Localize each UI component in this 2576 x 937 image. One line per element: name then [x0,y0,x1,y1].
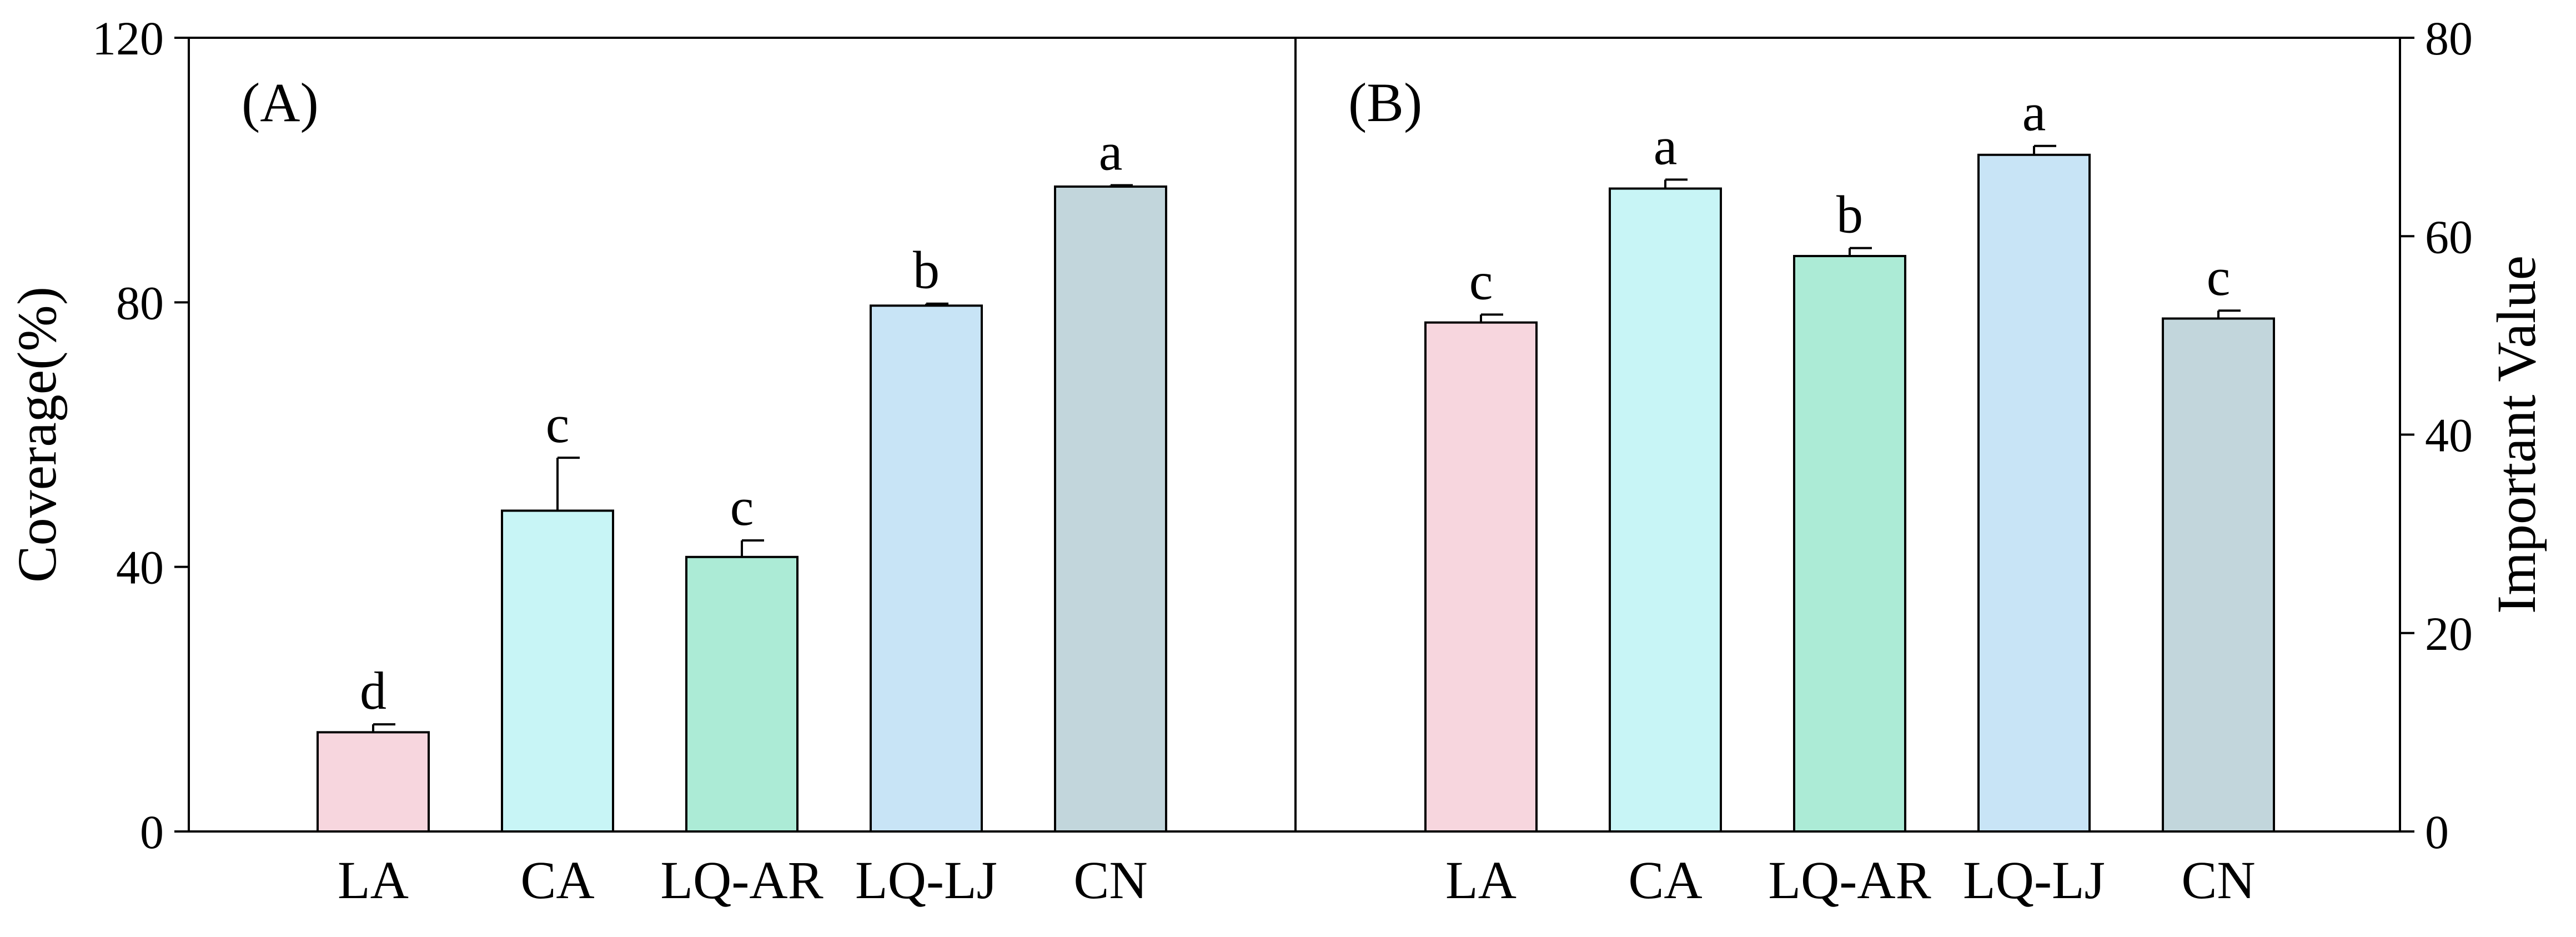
y-tick-label: 80 [2425,12,2473,65]
bar-lq-lj [870,304,983,833]
panel-b-significance-labels: c a b a c [1469,83,2231,311]
y-tick-label: 120 [92,12,164,65]
panel-a-error-bars [372,184,1133,733]
panel-a-y-axis-title: Coverage(%) [6,287,68,583]
panel-a: d c c b a 0 40 80 120 LA CA LQ-AR LQ-LJ CN (A) Cove… [6,12,1297,910]
x-label-la: LA [338,850,409,910]
y-tick-label: 20 [2425,607,2473,660]
bar-cn [1054,185,1167,833]
bar-lq-ar [1793,254,1906,833]
x-label-lq-ar: LQ-AR [1768,850,1931,910]
panel-b-error-bars [1480,144,2241,323]
significance-lq-lj: b [913,240,940,300]
x-label-la: LA [1445,850,1517,910]
bar-lq-lj [1977,153,2091,833]
x-label-cn: CN [1073,850,1147,910]
y-tick-label: 0 [2425,805,2449,859]
y-tick-label: 40 [2425,409,2473,462]
significance-la: c [1469,251,1493,310]
bar-lq-ar [685,555,799,833]
significance-lq-ar: c [730,477,754,537]
panel-a-label: (A) [242,72,319,133]
panel-a-y-ticks: 0 40 80 120 [92,12,189,859]
significance-cn: c [2207,247,2231,307]
bar-la [317,731,430,833]
bar-ca [1609,187,1722,833]
panel-b-y-axis-title: Important Value [2485,255,2547,614]
panel-a-significance-labels: d c c b a [360,122,1122,721]
y-tick-label: 60 [2425,210,2473,263]
significance-la: d [360,661,386,720]
panel-b-x-labels: LA CA LQ-AR LQ-LJ CN [1445,850,2256,910]
panel-b: c a b a c 0 20 40 60 80 LA CA LQ-AR LQ-LJ CN (B) Imp… [1294,12,2547,910]
x-label-cn: CN [2181,850,2255,910]
panel-b-y-ticks: 0 20 40 60 80 [2400,12,2473,859]
bar-ca [501,509,614,833]
y-tick-label: 80 [116,276,164,329]
panel-a-x-labels: LA CA LQ-AR LQ-LJ CN [338,850,1148,910]
significance-ca: c [546,394,570,454]
x-label-lq-lj: LQ-LJ [1963,850,2105,910]
y-tick-label: 0 [140,805,164,859]
bar-la [1424,321,1538,833]
y-tick-label: 40 [116,541,164,594]
panel-b-label: (B) [1348,72,1422,133]
panel-b-frame [1294,37,2401,833]
significance-lq-ar: b [1836,185,1863,244]
bar-cn [2162,317,2275,833]
significance-lq-lj: a [2022,83,2046,142]
significance-ca: a [1654,116,1678,176]
x-label-lq-lj: LQ-LJ [855,850,997,910]
panel-b-bars [1424,153,2275,833]
x-label-lq-ar: LQ-AR [660,850,823,910]
x-label-ca: CA [520,850,594,910]
significance-cn: a [1099,122,1123,182]
x-label-ca: CA [1628,850,1702,910]
